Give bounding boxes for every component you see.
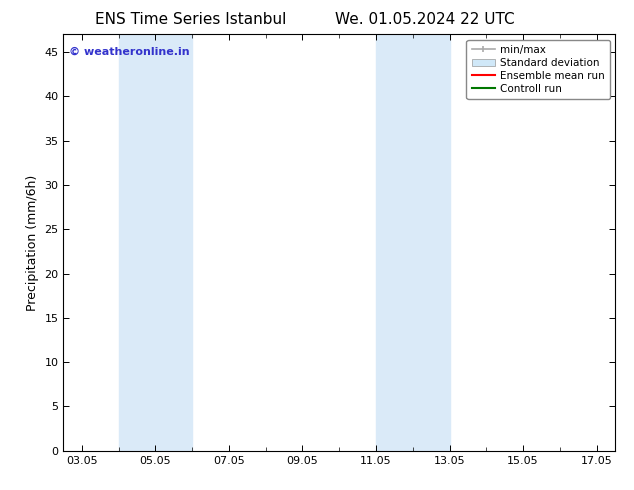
Legend: min/max, Standard deviation, Ensemble mean run, Controll run: min/max, Standard deviation, Ensemble me…	[467, 40, 610, 99]
Bar	[119, 34, 192, 451]
Bar	[376, 34, 450, 451]
Text: © weatheronline.in: © weatheronline.in	[69, 47, 190, 57]
Y-axis label: Precipitation (mm/6h): Precipitation (mm/6h)	[26, 174, 39, 311]
Text: ENS Time Series Istanbul: ENS Time Series Istanbul	[94, 12, 286, 27]
Text: We. 01.05.2024 22 UTC: We. 01.05.2024 22 UTC	[335, 12, 515, 27]
